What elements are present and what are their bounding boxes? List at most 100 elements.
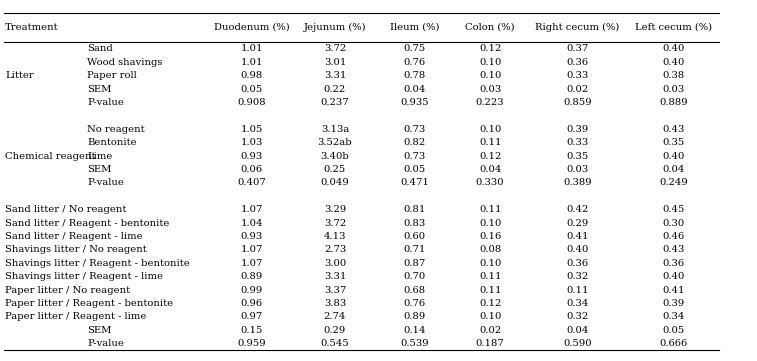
- Text: 0.04: 0.04: [566, 326, 588, 335]
- Text: 0.75: 0.75: [403, 44, 425, 53]
- Text: 0.40: 0.40: [662, 272, 685, 281]
- Text: 0.38: 0.38: [662, 71, 685, 80]
- Text: 0.40: 0.40: [662, 58, 685, 67]
- Text: 0.89: 0.89: [241, 272, 263, 281]
- Text: 0.02: 0.02: [566, 84, 588, 93]
- Text: 0.40: 0.40: [662, 44, 685, 53]
- Text: 0.05: 0.05: [662, 326, 685, 335]
- Text: 0.36: 0.36: [662, 259, 685, 268]
- Text: 3.72: 3.72: [324, 44, 346, 53]
- Text: P-value: P-value: [87, 339, 124, 348]
- Text: 0.04: 0.04: [662, 165, 685, 174]
- Text: 0.39: 0.39: [662, 299, 685, 308]
- Text: 0.43: 0.43: [662, 245, 685, 255]
- Text: Treatment: Treatment: [5, 23, 59, 32]
- Text: 0.04: 0.04: [403, 84, 425, 93]
- Text: 0.590: 0.590: [563, 339, 591, 348]
- Text: 3.37: 3.37: [324, 286, 346, 295]
- Text: 0.29: 0.29: [566, 219, 588, 228]
- Text: 0.40: 0.40: [566, 245, 588, 255]
- Text: Right cecum (%): Right cecum (%): [535, 23, 619, 32]
- Text: 0.30: 0.30: [662, 219, 685, 228]
- Text: 0.16: 0.16: [479, 232, 501, 241]
- Text: 0.05: 0.05: [403, 165, 425, 174]
- Text: 0.389: 0.389: [563, 178, 591, 187]
- Text: 0.15: 0.15: [241, 326, 263, 335]
- Text: 0.83: 0.83: [403, 219, 425, 228]
- Text: 0.78: 0.78: [403, 71, 425, 80]
- Text: 0.29: 0.29: [324, 326, 346, 335]
- Text: 0.45: 0.45: [662, 205, 685, 214]
- Text: 0.43: 0.43: [662, 125, 685, 134]
- Text: 0.97: 0.97: [241, 313, 263, 322]
- Text: 0.935: 0.935: [400, 98, 428, 107]
- Text: 3.72: 3.72: [324, 219, 346, 228]
- Text: 0.545: 0.545: [321, 339, 349, 348]
- Text: Ileum (%): Ileum (%): [390, 23, 439, 32]
- Text: 0.471: 0.471: [400, 178, 429, 187]
- Text: SEM: SEM: [87, 326, 111, 335]
- Text: 0.41: 0.41: [662, 286, 685, 295]
- Text: 0.41: 0.41: [566, 232, 588, 241]
- Text: 0.06: 0.06: [241, 165, 263, 174]
- Text: 0.330: 0.330: [476, 178, 504, 187]
- Text: 0.39: 0.39: [566, 125, 588, 134]
- Text: 0.99: 0.99: [241, 286, 263, 295]
- Text: Shavings litter / Reagent - bentonite: Shavings litter / Reagent - bentonite: [5, 259, 190, 268]
- Text: 0.03: 0.03: [566, 165, 588, 174]
- Text: 3.40b: 3.40b: [321, 152, 349, 161]
- Text: 1.01: 1.01: [241, 58, 263, 67]
- Text: Sand: Sand: [87, 44, 113, 53]
- Text: 0.36: 0.36: [566, 58, 588, 67]
- Text: 0.049: 0.049: [321, 178, 349, 187]
- Text: Shavings litter / No reagent: Shavings litter / No reagent: [5, 245, 147, 255]
- Text: 0.223: 0.223: [476, 98, 504, 107]
- Text: 0.539: 0.539: [400, 339, 428, 348]
- Text: Duodenum (%): Duodenum (%): [213, 23, 290, 32]
- Text: 0.76: 0.76: [403, 299, 425, 308]
- Text: 0.87: 0.87: [403, 259, 425, 268]
- Text: 3.29: 3.29: [324, 205, 346, 214]
- Text: 0.908: 0.908: [238, 98, 266, 107]
- Text: 0.70: 0.70: [403, 272, 425, 281]
- Text: P-value: P-value: [87, 178, 124, 187]
- Text: 0.407: 0.407: [238, 178, 266, 187]
- Text: Colon (%): Colon (%): [466, 23, 515, 32]
- Text: Litter: Litter: [5, 71, 34, 80]
- Text: Paper roll: Paper roll: [87, 71, 137, 80]
- Text: 3.31: 3.31: [324, 71, 346, 80]
- Text: 0.98: 0.98: [241, 71, 263, 80]
- Text: Chemical reagent: Chemical reagent: [5, 152, 96, 161]
- Text: Shavings litter / Reagent - lime: Shavings litter / Reagent - lime: [5, 272, 164, 281]
- Text: 0.02: 0.02: [479, 326, 501, 335]
- Text: 3.83: 3.83: [324, 299, 346, 308]
- Text: Wood shavings: Wood shavings: [87, 58, 163, 67]
- Text: 0.34: 0.34: [662, 313, 685, 322]
- Text: 0.42: 0.42: [566, 205, 588, 214]
- Text: 3.52ab: 3.52ab: [318, 138, 352, 147]
- Text: P-value: P-value: [87, 98, 124, 107]
- Text: 0.187: 0.187: [476, 339, 504, 348]
- Text: 3.13a: 3.13a: [321, 125, 349, 134]
- Text: 0.03: 0.03: [479, 84, 501, 93]
- Text: 0.11: 0.11: [479, 286, 501, 295]
- Text: 0.237: 0.237: [321, 98, 349, 107]
- Text: 2.73: 2.73: [324, 245, 346, 255]
- Text: 0.08: 0.08: [479, 245, 501, 255]
- Text: 0.25: 0.25: [324, 165, 346, 174]
- Text: 0.04: 0.04: [479, 165, 501, 174]
- Text: 0.03: 0.03: [662, 84, 685, 93]
- Text: 0.05: 0.05: [241, 84, 263, 93]
- Text: 0.14: 0.14: [403, 326, 425, 335]
- Text: 0.33: 0.33: [566, 138, 588, 147]
- Text: 0.12: 0.12: [479, 299, 501, 308]
- Text: 0.35: 0.35: [566, 152, 588, 161]
- Text: No reagent: No reagent: [87, 125, 145, 134]
- Text: 0.60: 0.60: [403, 232, 425, 241]
- Text: 0.32: 0.32: [566, 313, 588, 322]
- Text: 0.34: 0.34: [566, 299, 588, 308]
- Text: 0.93: 0.93: [241, 232, 263, 241]
- Text: 0.12: 0.12: [479, 152, 501, 161]
- Text: Sand litter / Reagent - bentonite: Sand litter / Reagent - bentonite: [5, 219, 170, 228]
- Text: 0.40: 0.40: [662, 152, 685, 161]
